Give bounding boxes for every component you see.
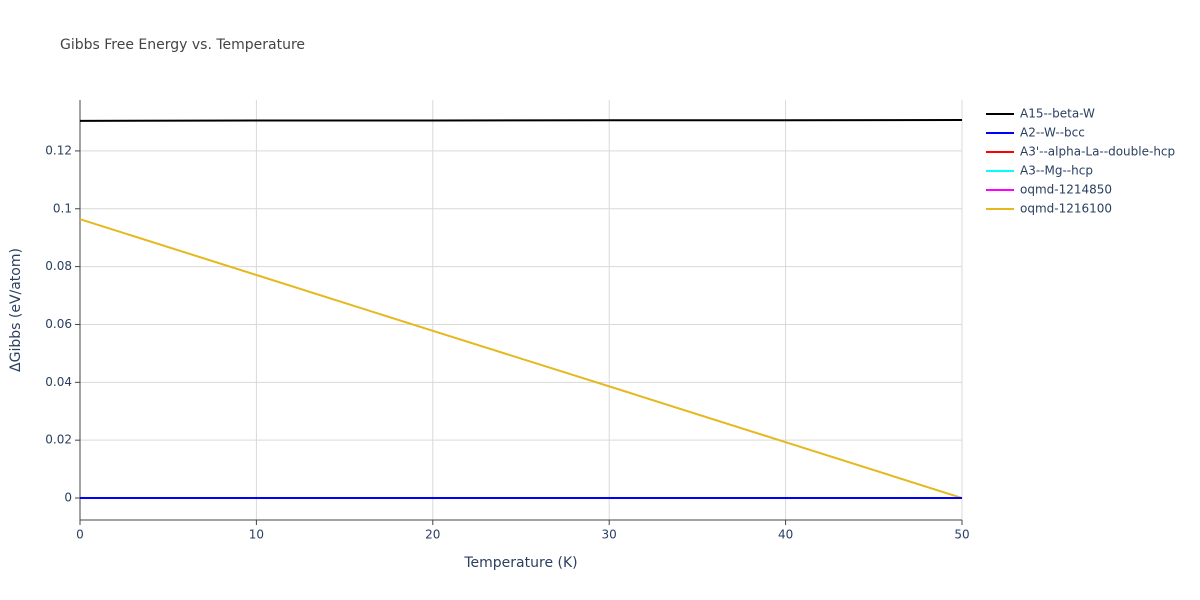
y-tick-label: 0.08 bbox=[45, 259, 72, 273]
legend-label: A2--W--bcc bbox=[1020, 126, 1085, 140]
x-axis-label: Temperature (K) bbox=[463, 555, 577, 571]
x-tick-label: 30 bbox=[602, 528, 617, 542]
y-tick-label: 0 bbox=[64, 491, 72, 505]
x-tick-label: 20 bbox=[425, 528, 440, 542]
y-tick-label: 0.04 bbox=[45, 375, 72, 389]
series-line bbox=[79, 118, 963, 122]
legend-label: A15--beta-W bbox=[1020, 107, 1095, 121]
y-tick-label: 0.06 bbox=[45, 317, 72, 331]
y-tick-label: 0.02 bbox=[45, 433, 72, 447]
x-tick-label: 0 bbox=[76, 528, 84, 542]
x-tick-label: 50 bbox=[954, 528, 969, 542]
chart-title: Gibbs Free Energy vs. Temperature bbox=[60, 37, 305, 53]
y-tick-label: 0.12 bbox=[45, 143, 72, 157]
series-line bbox=[79, 218, 963, 499]
y-axis-label: ΔGibbs (eV/atom) bbox=[8, 248, 24, 372]
x-tick-label: 10 bbox=[249, 528, 264, 542]
legend-label: A3'--alpha-La--double-hcp bbox=[1020, 145, 1175, 159]
legend-label: oqmd-1214850 bbox=[1020, 183, 1112, 197]
legend-label: oqmd-1216100 bbox=[1020, 202, 1112, 216]
legend-label: A3--Mg--hcp bbox=[1020, 164, 1093, 178]
x-tick-label: 40 bbox=[778, 528, 793, 542]
y-tick-label: 0.1 bbox=[53, 201, 72, 215]
